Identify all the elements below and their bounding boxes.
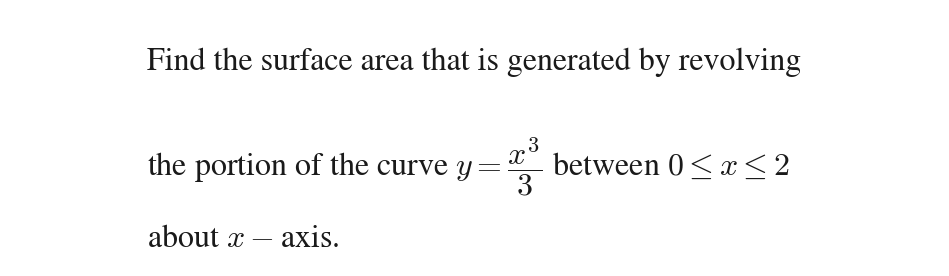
Text: about $x-$axis.: about $x-$axis. [146,224,339,254]
Text: Find the surface area that is generated by revolving: Find the surface area that is generated … [146,48,801,78]
Text: the portion of the curve $y = \dfrac{x^3}{3}$ between $0 \leq x \leq 2$: the portion of the curve $y = \dfrac{x^3… [146,135,790,198]
